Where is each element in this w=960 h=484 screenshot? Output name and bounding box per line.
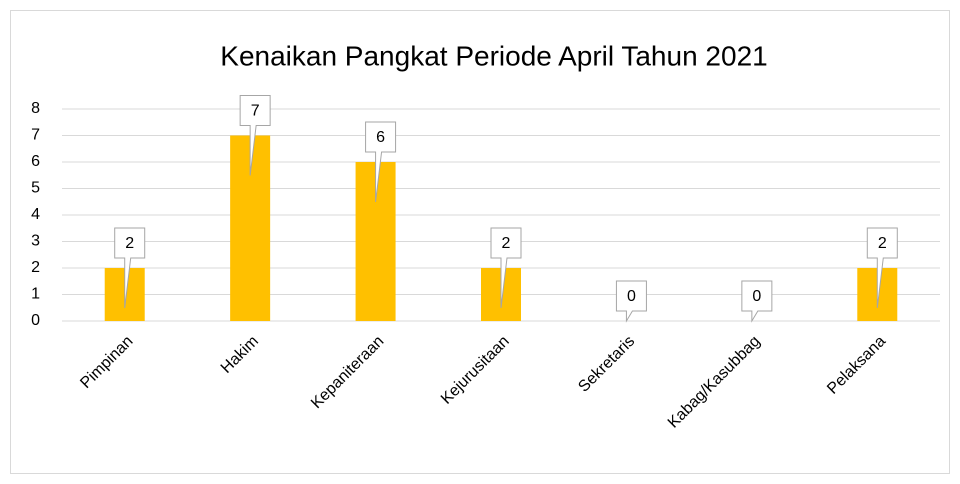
y-tick-label: 5 [31,180,40,197]
data-label-callout [239,95,271,176]
y-tick-label: 7 [31,127,40,144]
y-tick-label: 4 [31,206,40,223]
data-label: 2 [878,235,887,252]
y-tick-label: 2 [31,259,40,276]
data-label: 7 [251,103,260,120]
data-label: 6 [376,129,385,146]
y-tick-label: 1 [31,286,40,303]
y-tick-label: 0 [31,312,40,329]
data-label: 2 [502,235,511,252]
chart-title: Kenaikan Pangkat Periode April Tahun 202… [220,40,767,71]
y-tick-label: 8 [31,100,40,117]
data-label: 0 [627,288,636,305]
y-tick-label: 3 [31,233,40,250]
data-label-callout [615,280,647,323]
data-label-callout [365,121,397,203]
data-label-callout [866,227,898,309]
data-label-callout [490,227,522,309]
y-tick-label: 6 [31,153,40,170]
data-label-callout [114,227,146,309]
data-label: 2 [125,235,134,252]
data-label-callout [741,280,773,323]
data-label: 0 [752,288,761,305]
